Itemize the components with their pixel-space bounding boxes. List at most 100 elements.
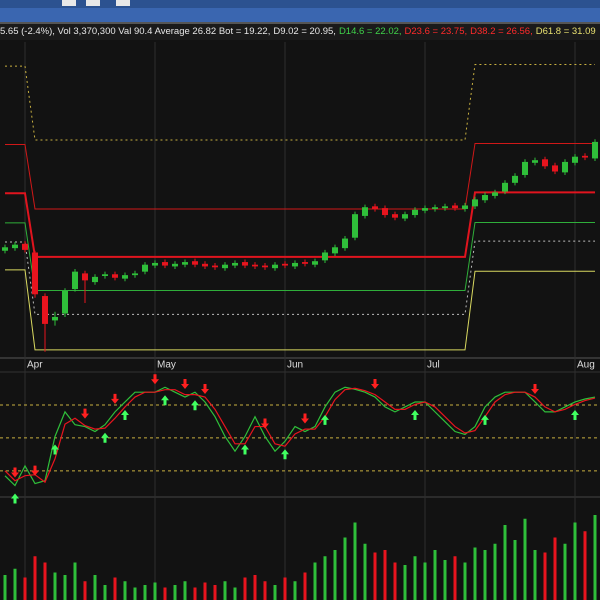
volume-bar — [243, 577, 247, 600]
volume-bar — [63, 575, 67, 600]
candle-body — [132, 273, 138, 276]
candle-body — [412, 209, 418, 216]
candle-body — [522, 161, 528, 175]
sell-arrow — [81, 408, 89, 419]
x-tick-label: Apr — [27, 360, 43, 371]
volume-bar — [313, 562, 317, 600]
sell-arrow — [181, 379, 189, 390]
level-line — [5, 142, 595, 210]
volume-bar — [73, 562, 77, 600]
volume-bar — [403, 565, 407, 600]
volume-bar — [33, 556, 37, 600]
volume-bar — [463, 562, 467, 600]
candle-body — [32, 252, 38, 295]
volume-bar — [83, 581, 87, 600]
buy-arrow — [281, 449, 289, 460]
volume-bar — [233, 587, 237, 600]
candle-body — [422, 208, 428, 211]
sell-arrow — [531, 383, 539, 394]
buy-arrow — [121, 409, 129, 420]
candle-body — [262, 265, 268, 268]
buy-arrow — [191, 400, 199, 411]
candle-body — [382, 208, 388, 216]
candle-body — [22, 243, 28, 250]
candle-body — [142, 264, 148, 272]
buy-arrow — [51, 444, 59, 455]
candle-body — [492, 192, 498, 196]
volume-bar — [513, 540, 517, 600]
quote-field: D23.6 = 23.75, — [404, 26, 468, 37]
x-tick-label: Jun — [287, 360, 303, 371]
toolbar-tab[interactable] — [86, 0, 100, 6]
volume-bar — [353, 522, 357, 600]
buy-arrow — [11, 493, 19, 504]
candle-body — [332, 247, 338, 254]
quote-header: 5.65 (-2.4%), Vol 3,370,300 Val 90.4 Ave… — [0, 24, 600, 40]
sell-arrow — [151, 374, 159, 385]
toolbar-tab[interactable] — [116, 0, 130, 6]
candle-body — [392, 214, 398, 218]
volume-bar — [533, 550, 537, 600]
level-line — [5, 191, 595, 258]
volume-bar — [303, 572, 307, 600]
candle-body — [12, 244, 18, 249]
volume-bar — [453, 556, 457, 600]
buy-arrow — [241, 444, 249, 455]
candle-body — [342, 238, 348, 249]
volume-bar — [93, 575, 97, 600]
quote-field: D14.6 = 22.02, — [338, 26, 402, 37]
candle-body — [532, 160, 538, 163]
candle-body — [282, 263, 288, 266]
candle-body — [102, 274, 108, 277]
volume-bar — [3, 575, 7, 600]
level-line — [5, 64, 595, 141]
quote-field: 5.65 (-2.4%), Vol 3,370,300 Val 90.4 Ave… — [0, 26, 271, 37]
volume-bar — [223, 581, 227, 600]
candle-body — [42, 296, 48, 324]
candle-body — [62, 290, 68, 314]
volume-bar — [193, 587, 197, 600]
level-line — [5, 240, 595, 315]
volume-bar — [383, 550, 387, 600]
volume-bar — [543, 552, 547, 600]
buy-arrow — [321, 414, 329, 425]
candle-body — [232, 262, 238, 266]
candle-body — [472, 199, 478, 207]
candle-body — [562, 161, 568, 173]
volume-bar — [133, 587, 137, 600]
candle-body — [512, 175, 518, 183]
oscillator-line — [4, 387, 596, 484]
candle-body — [502, 182, 508, 192]
candle-body — [72, 271, 78, 290]
volume-bar — [163, 587, 167, 600]
sell-arrow — [111, 393, 119, 404]
candle-body — [212, 265, 218, 268]
buy-arrow — [571, 409, 579, 420]
toolbar-tab[interactable] — [62, 0, 76, 6]
buy-arrow — [411, 409, 419, 420]
title-bar — [0, 0, 600, 8]
candle-body — [362, 207, 368, 216]
volume-bar — [363, 543, 367, 600]
volume-bar — [553, 537, 557, 600]
volume-bar — [113, 577, 117, 600]
quote-field: D61.8 = 31.09 — [535, 26, 596, 37]
separator — [0, 22, 600, 24]
volume-bar — [523, 518, 527, 600]
volume-bar — [373, 552, 377, 600]
sell-arrow — [301, 413, 309, 424]
candle-body — [202, 263, 208, 267]
volume-bar — [263, 581, 267, 600]
sell-arrow — [11, 467, 19, 478]
candle-body — [272, 264, 278, 269]
volume-bar — [423, 562, 427, 600]
candle-body — [452, 205, 458, 209]
buy-arrow — [161, 395, 169, 406]
sell-arrow — [31, 465, 39, 476]
candle-body — [572, 156, 578, 163]
volume-bar — [203, 582, 207, 600]
candle-body — [482, 195, 488, 201]
candle-body — [92, 276, 98, 283]
